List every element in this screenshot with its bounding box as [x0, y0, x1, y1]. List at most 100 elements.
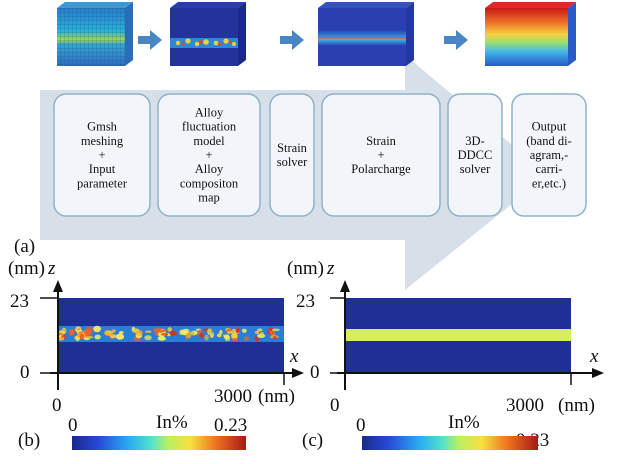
fluctuation-spot: [111, 329, 116, 333]
x-tick-right: 3000: [214, 386, 252, 407]
quantum-well-layer: [345, 329, 571, 341]
fluctuation-spot: [107, 333, 114, 337]
pipeline-step-line: +: [98, 148, 105, 162]
fluctuation-spot: [69, 329, 76, 334]
pipeline-boxes: Gmshmeshing+InputparameterAlloyfluctuati…: [53, 93, 587, 217]
pipeline-step-line: solver: [460, 162, 491, 176]
x-axis-label: x: [589, 346, 599, 367]
pipeline-step-line: meshing: [81, 134, 124, 148]
fluctuation-spot: [224, 335, 231, 342]
fluctuation-spot: [227, 331, 232, 334]
x-tick-left: 0: [52, 395, 62, 416]
pipeline-step-box: Output(band di-agram,-carri-er,etc.): [511, 93, 587, 217]
fluctuation-spot: [199, 332, 204, 339]
z-tick-top: 23: [296, 291, 315, 312]
pipeline-step-line: DDCC: [458, 148, 493, 162]
fluctuation-spot: [86, 336, 94, 339]
x-unit-label: (nm): [258, 386, 295, 407]
fluctuation-spot: [169, 330, 178, 336]
fluctuation-spot: [118, 331, 124, 334]
pipeline-step-line: Input: [89, 162, 116, 176]
pipeline-step-line: map: [198, 191, 220, 205]
panel-label-c: (c): [302, 430, 323, 451]
fluctuation-spot: [243, 336, 250, 341]
fluctuation-spot: [115, 333, 125, 340]
x-tick-left: 0: [330, 395, 340, 416]
colorbar-title: In%: [448, 412, 480, 433]
fluctuation-spot: [185, 332, 192, 339]
z-axis-arrowhead-icon: [53, 280, 63, 292]
fluctuation-spot: [219, 330, 223, 335]
fluctuation-spot: [204, 334, 209, 341]
pipeline-step-line: 3D-: [465, 134, 484, 148]
z-axis-arrowhead-icon: [340, 280, 350, 292]
z-unit-label: (nm): [8, 258, 45, 279]
panel-label-a: (a): [14, 236, 35, 257]
plot-c: (nm) z 23 0 x 0 3000 (nm) 0 In% 0.23: [287, 258, 604, 451]
x-axis-arrowhead-icon: [292, 368, 304, 378]
fluctuation-spot: [216, 333, 222, 338]
z-tick-bottom: 0: [20, 362, 30, 383]
pipeline-step-line: +: [205, 148, 212, 162]
fluctuation-spot: [83, 329, 90, 336]
z-axis-label: z: [47, 258, 56, 279]
x-unit-label: (nm): [558, 395, 595, 416]
z-axis-label: z: [326, 258, 335, 279]
fluctuation-spot: [210, 332, 214, 338]
fluctuation-spot: [145, 330, 152, 333]
mesh-cube-image: [57, 2, 133, 66]
colorbar-max-label: 0.23: [214, 415, 247, 436]
fluctuation-spot: [257, 328, 263, 332]
colorbar-min-label: 0: [68, 415, 78, 436]
pipeline-step-line: (band di-: [526, 134, 571, 148]
pipeline-step-line: carri-: [535, 162, 562, 176]
fluctuation-spot: [193, 331, 198, 335]
flow-arrow-icon: [138, 30, 162, 50]
pipeline-step-line: Gmsh: [87, 120, 118, 134]
fluctuation-spot: [144, 335, 152, 341]
pipeline-step-line: fluctuation: [182, 120, 237, 134]
fluctuation-spot: [93, 325, 102, 333]
fluctuation-spot: [94, 334, 101, 340]
pipeline-step-line: Strain: [277, 141, 308, 155]
strain-cube-image: [318, 2, 414, 66]
colorbar-min-label: 0: [356, 415, 366, 436]
colorbar-title: In%: [156, 412, 188, 433]
z-tick-top: 23: [10, 291, 29, 312]
pipeline-step-line: compositon: [180, 176, 239, 190]
pipeline-step-line: Polarcharge: [351, 162, 411, 176]
z-tick-bottom: 0: [310, 362, 320, 383]
pipeline-step-line: model: [193, 134, 225, 148]
plot-b: (nm) z 23 0 x 0 3000 (nm) 0 In% 0.23: [8, 258, 304, 450]
alloy-fluctuation-cube-image: [170, 2, 246, 66]
fluctuation-spot: [235, 327, 240, 334]
fluctuation-spot: [266, 329, 275, 335]
x-axis-arrowhead-icon: [592, 368, 604, 378]
fluctuation-spot: [259, 332, 265, 337]
fluctuation-spot: [180, 329, 189, 335]
fluctuation-spot: [161, 333, 169, 336]
fluctuation-spot: [57, 337, 65, 341]
pipeline-step-line: Alloy: [195, 105, 224, 119]
fluctuation-spot: [241, 328, 247, 333]
pipeline-step-line: Output: [532, 120, 567, 134]
fluctuation-spot: [208, 328, 213, 334]
x-tick-right: 3000: [506, 395, 544, 416]
panel-label-b: (b): [18, 430, 40, 451]
fluctuation-spot: [135, 330, 143, 336]
pipeline-step-line: parameter: [77, 176, 128, 190]
fluctuation-spot: [160, 335, 164, 340]
x-axis-label: x: [289, 346, 299, 367]
fluctuation-spot: [79, 333, 85, 340]
z-unit-label: (nm): [287, 258, 324, 279]
pipeline-step-line: Alloy: [195, 162, 224, 176]
colorbar: [362, 436, 538, 450]
flow-arrow-icon: [280, 30, 304, 50]
alloy-fluctuation-spots: [57, 325, 280, 342]
flow-arrow-icon: [444, 30, 468, 50]
